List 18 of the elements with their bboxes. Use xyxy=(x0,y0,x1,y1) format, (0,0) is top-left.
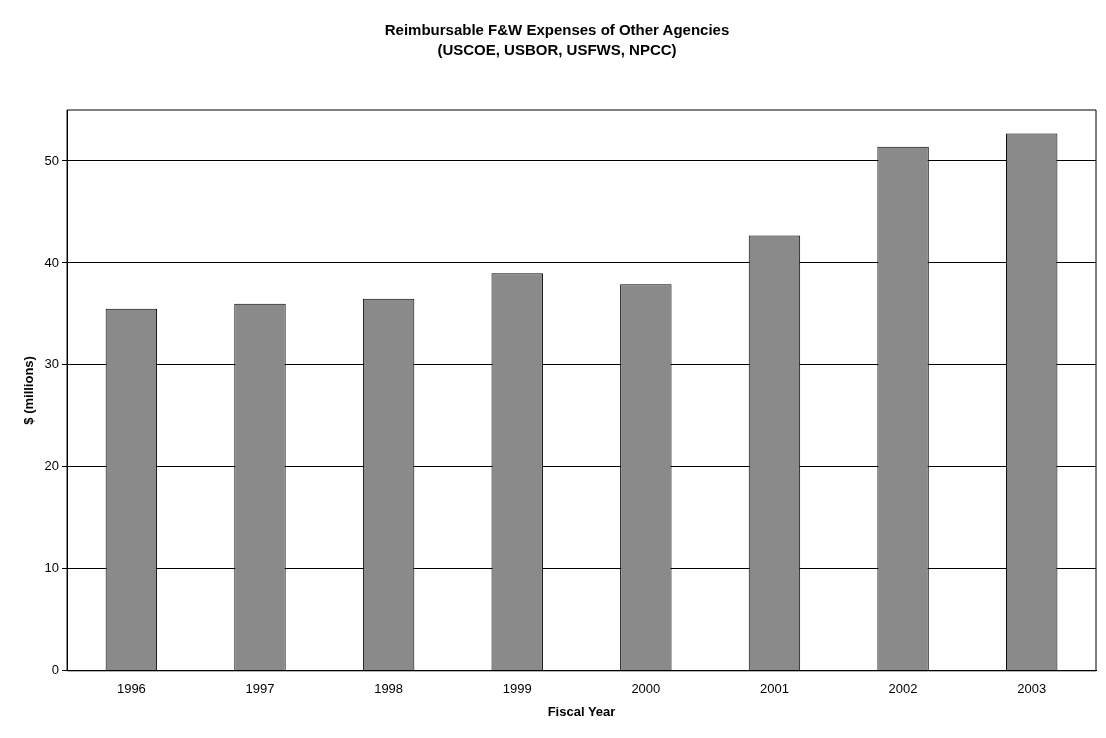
chart-subtitle: (USCOE, USBOR, USFWS, NPCC) xyxy=(437,41,677,59)
chart-title: Reimbursable F&W Expenses of Other Agencies xyxy=(384,21,730,39)
x-tick-label: 1997 xyxy=(245,681,275,697)
y-tick-label: 0 xyxy=(51,662,60,678)
y-tick-label: 10 xyxy=(44,560,60,576)
x-tick-label: 1996 xyxy=(116,681,146,697)
x-tick-label: 2001 xyxy=(760,681,789,697)
y-tick-label: 50 xyxy=(44,152,60,168)
x-tick-label: 2000 xyxy=(631,681,661,697)
y-axis-title: $ (millions) xyxy=(21,356,37,425)
x-tick-label: 1999 xyxy=(502,681,532,697)
x-tick-label: 2003 xyxy=(1017,681,1047,697)
y-tick-label: 40 xyxy=(44,254,60,270)
y-tick-label: 30 xyxy=(44,356,60,372)
x-tick-label: 1998 xyxy=(374,681,404,697)
x-tick-label: 2002 xyxy=(888,681,918,697)
y-tick-label: 20 xyxy=(44,458,60,474)
x-axis-title: Fiscal Year xyxy=(547,703,616,719)
